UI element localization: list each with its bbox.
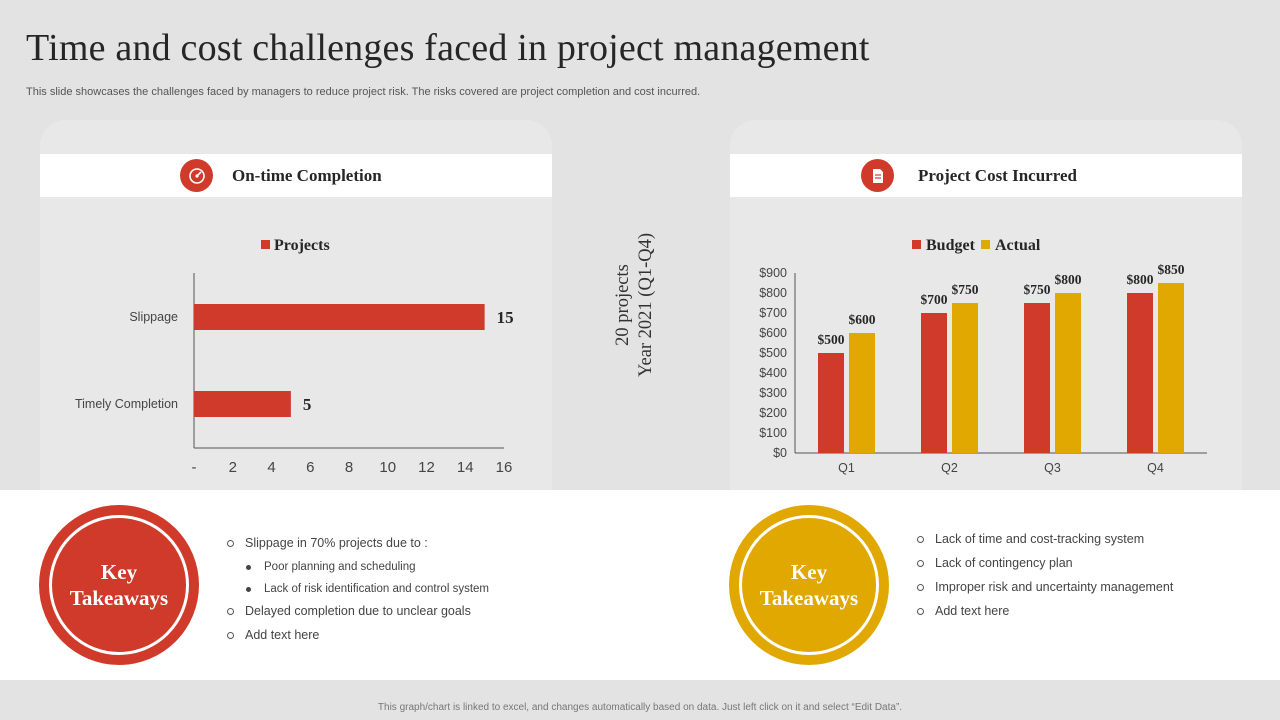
y-tick-0: $0 <box>773 446 787 460</box>
bar-actual-q4 <box>1158 283 1184 453</box>
legend-swatch-actual <box>981 240 990 249</box>
period-note-year: Year 2021 (Q1-Q4) <box>636 232 656 378</box>
x-tick-q2: Q2 <box>941 461 958 475</box>
y-tick-200: $200 <box>759 406 787 420</box>
takeaway-left-item: Add text here <box>226 627 489 651</box>
takeaway-right-item: Add text here <box>916 603 1173 627</box>
takeaway-left-item: Slippage in 70% projects due to : <box>226 535 489 559</box>
on-time-completion-panel: On-time Completion Projects - 2 4 6 8 10 12 14 16… <box>40 120 552 490</box>
x-tick-6: 6 <box>306 459 314 476</box>
on-time-completion-header: On-time Completion <box>40 154 552 197</box>
x-tick-q4: Q4 <box>1147 461 1164 475</box>
bar-budget-q1 <box>818 353 844 453</box>
project-cost-panel: Project Cost Incurred Budget Actual $0 $100… <box>730 120 1242 490</box>
bar-actual-q2 <box>952 303 978 453</box>
bar-value-budget-q2: $700 <box>921 292 948 307</box>
takeaway-right-item: Improper risk and uncertainty management <box>916 579 1173 603</box>
bar-actual-q1 <box>849 333 875 453</box>
bar-budget-q3 <box>1024 303 1050 453</box>
takeaways-list-right: Lack of time and cost-tracking system Lac… <box>916 531 1173 627</box>
period-note: 20 projects Year 2021 (Q1-Q4) <box>612 175 672 435</box>
legend-swatch-projects <box>261 240 270 249</box>
footer-note: This graph/chart is linked to excel, and… <box>377 702 903 713</box>
bar-timely-completion <box>194 391 291 417</box>
bar-value-actual-q4: $850 <box>1158 262 1185 277</box>
x-tick-10: 10 <box>379 459 396 476</box>
bar-budget-q4 <box>1127 293 1153 453</box>
document-icon <box>861 159 894 192</box>
y-tick-500: $500 <box>759 346 787 360</box>
badge-right-line2: Takeaways <box>759 586 859 610</box>
page-subtitle: This slide showcases the challenges face… <box>26 86 701 98</box>
x-tick-4: 4 <box>267 459 275 476</box>
bar-value-slippage: 15 <box>497 308 514 327</box>
project-cost-title: Project Cost Incurred <box>918 166 1077 185</box>
bar-value-budget-q4: $800 <box>1127 272 1154 287</box>
bar-value-actual-q1: $600 <box>849 312 876 327</box>
bar-budget-q2 <box>921 313 947 453</box>
x-tick-8: 8 <box>345 459 353 476</box>
key-takeaways-badge-right: Key Takeaways <box>729 505 889 665</box>
badge-right-line1: Key <box>790 560 828 584</box>
category-label-slippage: Slippage <box>129 310 178 324</box>
period-note-projects: 20 projects <box>613 264 633 346</box>
x-tick-zero: - <box>192 459 197 476</box>
x-tick-2: 2 <box>229 459 237 476</box>
speedometer-icon <box>180 159 213 192</box>
takeaways-list-left: Slippage in 70% projects due to : Poor pl… <box>226 535 489 651</box>
project-cost-chart: Budget Actual $0 $100 $200 $300 $400 $500 $600 $7… <box>759 237 1207 475</box>
key-takeaways-badge-left: Key Takeaways <box>39 505 199 665</box>
bar-value-budget-q3: $750 <box>1024 282 1051 297</box>
x-tick-16: 16 <box>496 459 513 476</box>
legend-swatch-budget <box>912 240 921 249</box>
y-tick-400: $400 <box>759 366 787 380</box>
y-tick-300: $300 <box>759 386 787 400</box>
takeaway-left-item: Delayed completion due to unclear goals <box>226 603 489 627</box>
y-tick-800: $800 <box>759 286 787 300</box>
legend-label-budget: Budget <box>926 237 976 254</box>
x-tick-12: 12 <box>418 459 435 476</box>
legend-label-actual: Actual <box>995 237 1041 254</box>
x-tick-q3: Q3 <box>1044 461 1061 475</box>
badge-left-line1: Key <box>100 560 138 584</box>
takeaway-left-item: Lack of risk identification and control … <box>226 581 489 603</box>
on-time-completion-title: On-time Completion <box>232 166 382 185</box>
x-tick-14: 14 <box>457 459 474 476</box>
badge-left-line2: Takeaways <box>69 586 169 610</box>
y-tick-600: $600 <box>759 326 787 340</box>
page-title: Time and cost challenges faced in projec… <box>26 27 870 69</box>
takeaway-left-item: Poor planning and scheduling <box>226 559 489 581</box>
bar-value-budget-q1: $500 <box>818 332 845 347</box>
on-time-completion-chart: Projects - 2 4 6 8 10 12 14 16 Slippage 15 Timely Co… <box>75 237 514 476</box>
bar-value-timely-completion: 5 <box>303 395 312 414</box>
y-tick-700: $700 <box>759 306 787 320</box>
bar-value-actual-q3: $800 <box>1055 272 1082 287</box>
y-tick-100: $100 <box>759 426 787 440</box>
bar-value-actual-q2: $750 <box>952 282 979 297</box>
x-tick-q1: Q1 <box>838 461 855 475</box>
bar-slippage <box>194 304 485 330</box>
legend-label-projects: Projects <box>274 237 330 254</box>
category-label-timely-completion: Timely Completion <box>75 397 178 411</box>
takeaway-right-item: Lack of time and cost-tracking system <box>916 531 1173 555</box>
project-cost-header: Project Cost Incurred <box>730 154 1242 197</box>
y-tick-900: $900 <box>759 266 787 280</box>
takeaway-right-item: Lack of contingency plan <box>916 555 1173 579</box>
takeaways-section <box>0 490 1280 680</box>
bar-actual-q3 <box>1055 293 1081 453</box>
